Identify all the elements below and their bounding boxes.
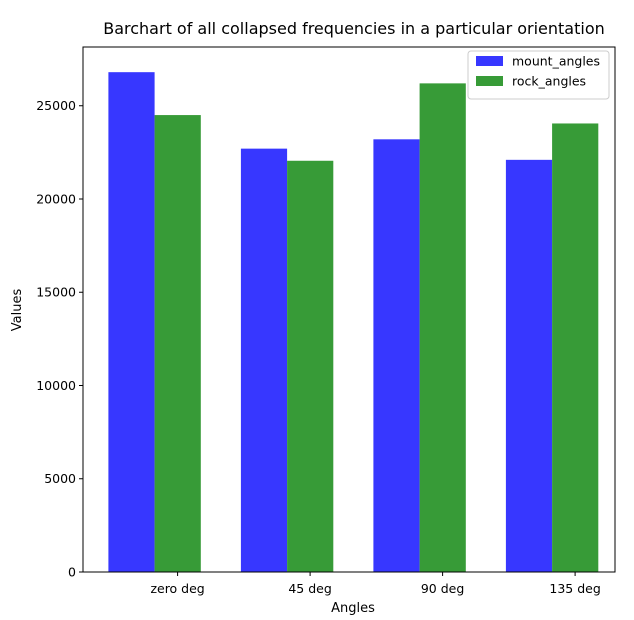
legend-label-rock_angles: rock_angles <box>512 74 586 89</box>
bar-rock_angles-2 <box>419 83 466 572</box>
legend-label-mount_angles: mount_angles <box>512 54 600 69</box>
y-tick-label: 0 <box>68 565 76 580</box>
bar-rock_angles-1 <box>287 160 334 572</box>
bar-rock_angles-3 <box>552 123 599 572</box>
y-tick-label: 20000 <box>36 191 76 206</box>
legend-box <box>467 50 610 100</box>
bar-rock_angles-0 <box>154 115 201 573</box>
x-tick-label: 135 deg <box>549 581 600 596</box>
x-tick-label: zero deg <box>150 581 204 596</box>
bar-mount_angles-2 <box>373 139 420 572</box>
x-axis-label: Angles <box>331 601 375 616</box>
y-tick-label: 25000 <box>36 98 76 113</box>
bar-mount_angles-3 <box>505 159 553 572</box>
x-axis: zero deg 45 deg 90 deg 135 deg <box>150 572 601 596</box>
y-tick-label: 15000 <box>36 285 76 300</box>
chart-title: Barchart of all collapsed frequencies in… <box>103 19 605 38</box>
bar-mount_angles-0 <box>108 72 155 573</box>
plot-frame <box>82 46 616 573</box>
y-axis: 0 5000 10000 15000 20000 25000 <box>36 98 83 580</box>
legend-swatch-rock_angles <box>476 76 503 86</box>
bars-group <box>108 72 599 573</box>
x-tick-label: 45 deg <box>288 581 331 596</box>
bar-mount_angles-1 <box>240 148 288 572</box>
y-axis-label: Values <box>10 289 25 332</box>
y-tick-label: 5000 <box>44 471 76 486</box>
x-tick-label: 90 deg <box>421 581 464 596</box>
legend-swatch-mount_angles <box>476 56 503 66</box>
y-tick-label: 10000 <box>36 378 76 393</box>
legend: mount_angles rock_angles <box>467 50 610 100</box>
